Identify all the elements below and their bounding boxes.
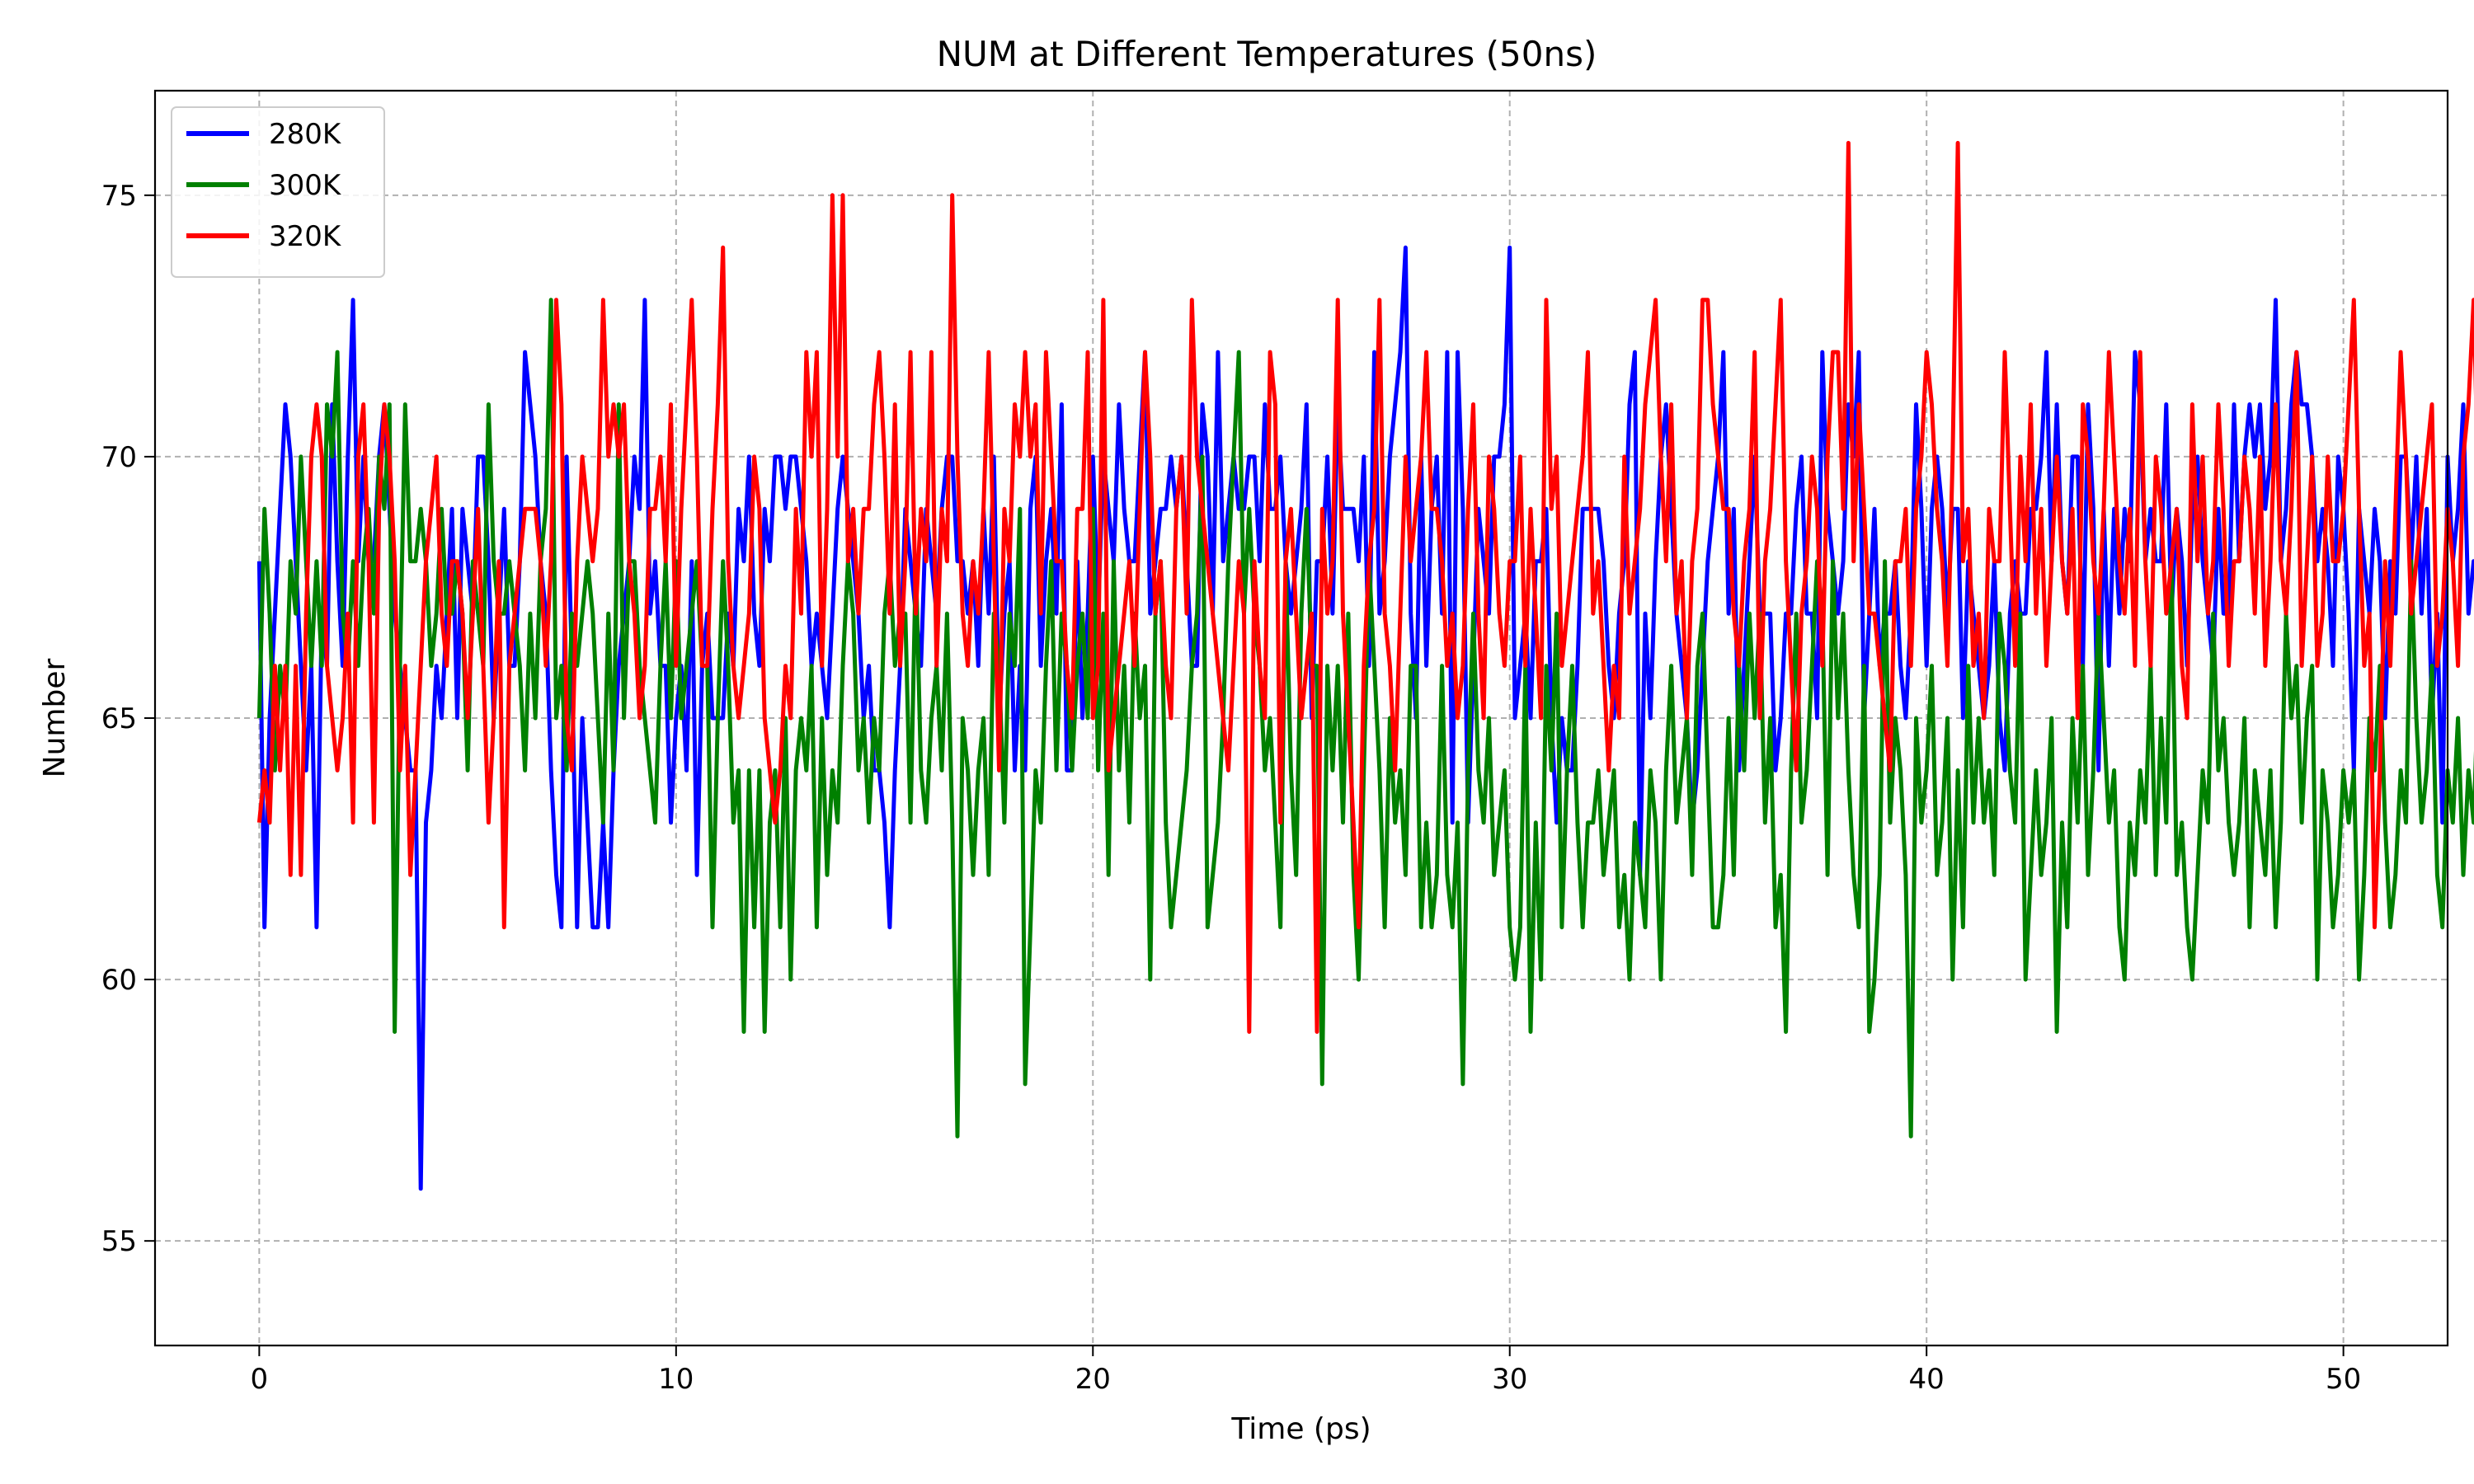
axis-ticks: 0 10 20 30 40 50 55 60 65 70 75 xyxy=(101,180,2362,1396)
y-tick-label: 65 xyxy=(101,702,137,735)
legend: 280K 300K 320K xyxy=(171,106,385,278)
series-lines xyxy=(256,140,2474,1191)
x-tick-label: 10 xyxy=(658,1363,694,1396)
x-tick-label: 30 xyxy=(1492,1363,1527,1396)
chart-title: NUM at Different Temperatures (50ns) xyxy=(937,34,1597,74)
series-line-280K xyxy=(256,245,2474,1191)
y-tick-label: 55 xyxy=(101,1225,137,1258)
series-line-300K xyxy=(256,298,2474,1139)
y-tick-label: 60 xyxy=(101,964,137,997)
legend-label: 300K xyxy=(269,169,342,202)
legend-label: 280K xyxy=(269,118,342,151)
legend-label: 320K xyxy=(269,220,342,253)
y-axis-label: Number xyxy=(38,658,72,777)
y-tick-label: 70 xyxy=(101,441,137,474)
series-line-320K xyxy=(256,140,2474,1034)
y-tick-label: 75 xyxy=(101,180,137,213)
x-tick-label: 20 xyxy=(1075,1363,1111,1396)
x-axis-label: Time (ps) xyxy=(1230,1412,1371,1446)
x-tick-label: 40 xyxy=(1909,1363,1945,1396)
x-tick-label: 50 xyxy=(2326,1363,2361,1396)
x-tick-label: 0 xyxy=(251,1363,269,1396)
